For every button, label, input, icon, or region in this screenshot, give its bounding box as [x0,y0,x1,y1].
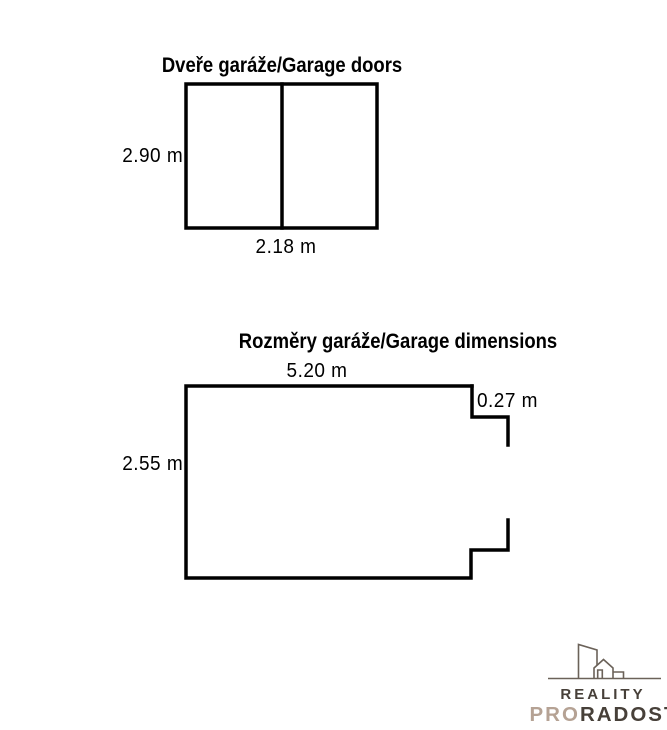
doors-width-label: 2.18 m [255,236,317,258]
garage-doors-title: Dveře garáže/Garage doors [161,54,403,77]
logo-text-pro: PRO [529,703,580,726]
garage-doors-outline [184,82,379,230]
logo-text-proradost: PRORADOST [530,704,667,726]
dimensions-width-label: 5.20 m [286,360,348,382]
doors-height-label: 2.90 m [122,145,183,167]
dimensions-height-label: 2.55 m [122,453,183,475]
garage-dimensions-notch [470,384,510,447]
garage-dimensions-outline [184,384,510,580]
logo-text-reality: REALITY [560,686,646,703]
garage-dimensions-title: Rozměry garáže/Garage dimensions [238,330,558,353]
dimensions-notch-label: 0.27 m [477,390,538,412]
buildings-skyline-icon [548,643,661,680]
logo-text-radost: RADOST [579,703,667,726]
